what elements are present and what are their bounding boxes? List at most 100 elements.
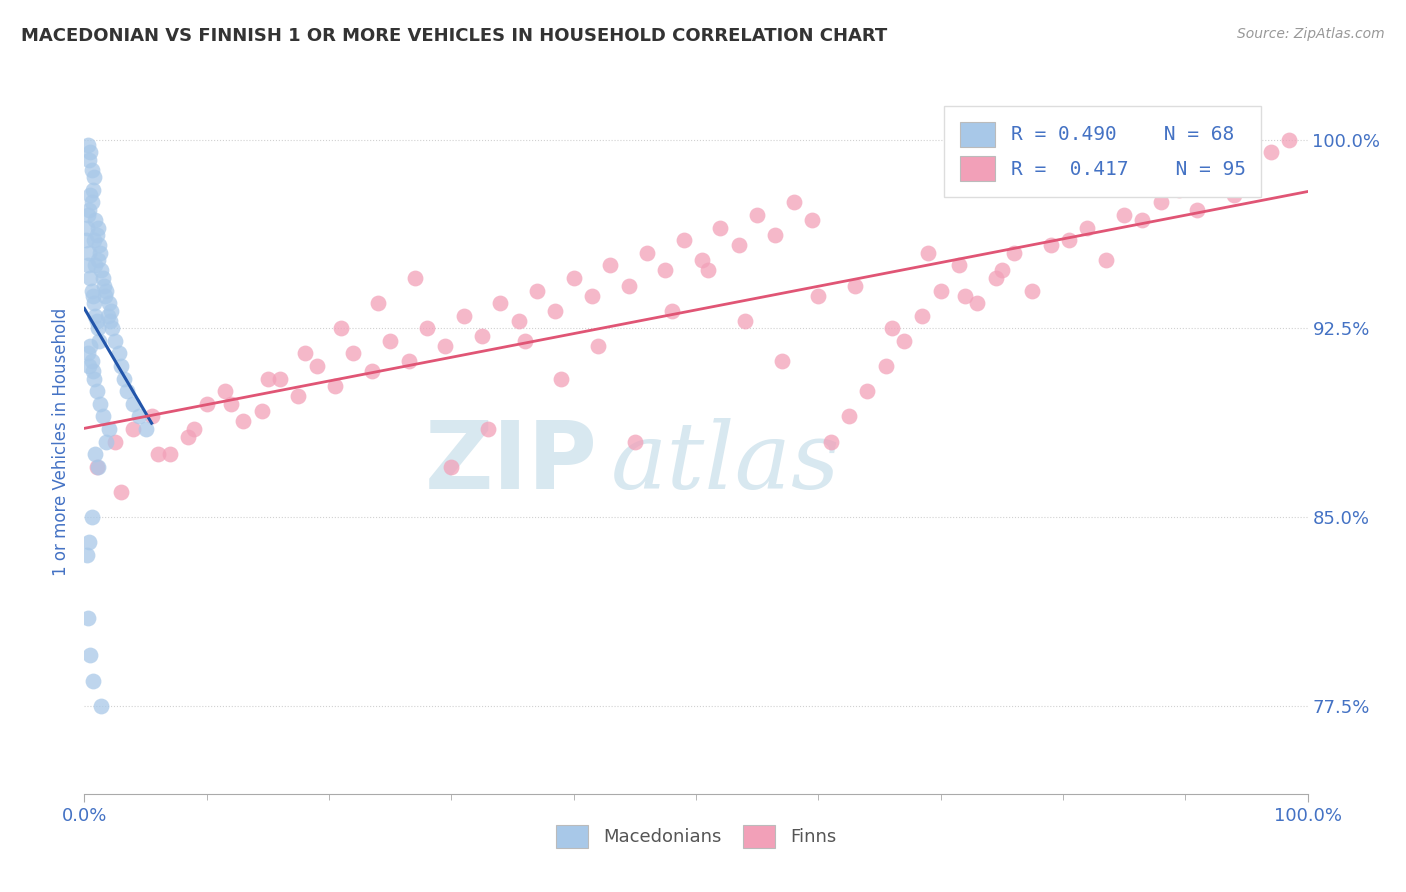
Point xyxy=(87,459,110,474)
Point xyxy=(104,334,127,348)
Point xyxy=(87,334,110,348)
Point xyxy=(672,233,695,247)
Point xyxy=(79,648,101,663)
Point xyxy=(86,228,108,243)
Point xyxy=(82,288,104,302)
Point xyxy=(1187,202,1209,217)
Point xyxy=(250,404,273,418)
Point xyxy=(80,510,103,524)
Point xyxy=(79,271,101,285)
Point xyxy=(1205,170,1227,185)
Point xyxy=(948,259,970,273)
Point xyxy=(269,371,291,385)
Point xyxy=(893,334,915,348)
Point xyxy=(87,253,110,268)
Point xyxy=(77,346,100,360)
Text: ZIP: ZIP xyxy=(425,417,598,508)
Point xyxy=(83,233,105,247)
Point xyxy=(135,422,157,436)
Point xyxy=(875,359,897,373)
Point xyxy=(90,698,112,713)
Point xyxy=(1223,188,1246,202)
Point xyxy=(104,434,127,449)
Point xyxy=(471,329,494,343)
Point xyxy=(79,188,101,202)
Point xyxy=(624,434,647,449)
Point xyxy=(89,397,111,411)
Point xyxy=(398,354,420,368)
Point xyxy=(83,170,105,185)
Point xyxy=(77,137,100,152)
Point xyxy=(820,434,842,449)
Point xyxy=(654,263,676,277)
Point xyxy=(697,263,720,277)
Point xyxy=(97,296,120,310)
Point xyxy=(984,271,1007,285)
Point xyxy=(97,309,120,323)
Point xyxy=(83,371,105,385)
Point xyxy=(1002,245,1025,260)
Point xyxy=(84,213,107,227)
Point xyxy=(107,346,129,360)
Point xyxy=(342,346,364,360)
Point xyxy=(1039,238,1062,252)
Point xyxy=(94,288,117,302)
Point xyxy=(93,278,115,293)
Point xyxy=(416,321,439,335)
Point xyxy=(911,309,934,323)
Point xyxy=(526,284,548,298)
Point xyxy=(91,409,114,424)
Point xyxy=(1132,213,1154,227)
Point xyxy=(287,389,309,403)
Point xyxy=(404,271,426,285)
Legend: Macedonians, Finns: Macedonians, Finns xyxy=(548,818,844,855)
Point xyxy=(562,271,585,285)
Point xyxy=(96,284,118,298)
Point xyxy=(257,371,280,385)
Point xyxy=(783,195,806,210)
Point xyxy=(76,548,98,562)
Point xyxy=(83,296,105,310)
Point xyxy=(581,288,603,302)
Point xyxy=(97,422,120,436)
Point xyxy=(82,183,104,197)
Point xyxy=(966,296,988,310)
Point xyxy=(219,397,242,411)
Point xyxy=(84,447,107,461)
Point xyxy=(765,228,787,243)
Point xyxy=(86,314,108,328)
Point xyxy=(880,321,903,335)
Point xyxy=(128,409,150,424)
Point xyxy=(1278,132,1301,146)
Point xyxy=(801,213,824,227)
Point xyxy=(84,259,107,273)
Point xyxy=(453,309,475,323)
Point xyxy=(636,245,658,260)
Point xyxy=(100,303,122,318)
Point xyxy=(77,535,100,549)
Point xyxy=(80,354,103,368)
Text: atlas: atlas xyxy=(610,417,839,508)
Point xyxy=(513,334,536,348)
Point xyxy=(159,447,181,461)
Point xyxy=(77,153,100,167)
Point xyxy=(79,145,101,160)
Point xyxy=(586,339,609,353)
Point xyxy=(917,245,939,260)
Point xyxy=(807,288,830,302)
Point xyxy=(727,238,749,252)
Point xyxy=(101,321,124,335)
Point xyxy=(112,371,135,385)
Point xyxy=(141,409,163,424)
Point xyxy=(550,371,572,385)
Point xyxy=(1021,284,1043,298)
Point xyxy=(991,263,1014,277)
Point xyxy=(80,162,103,177)
Point xyxy=(1150,195,1173,210)
Point xyxy=(122,422,145,436)
Point xyxy=(1114,208,1136,222)
Point xyxy=(929,284,952,298)
Point xyxy=(122,397,145,411)
Text: MACEDONIAN VS FINNISH 1 OR MORE VEHICLES IN HOUSEHOLD CORRELATION CHART: MACEDONIAN VS FINNISH 1 OR MORE VEHICLES… xyxy=(21,27,887,45)
Point xyxy=(115,384,138,399)
